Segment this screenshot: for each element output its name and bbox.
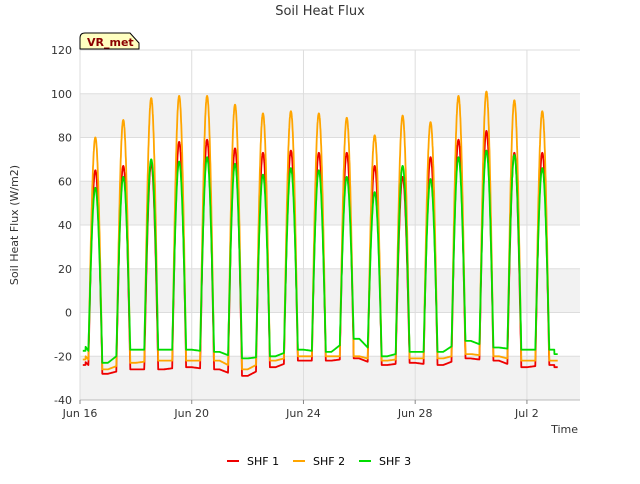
plot-band (80, 356, 580, 400)
peak-point-shf-3 (457, 156, 460, 158)
peak-point-shf-3 (262, 173, 264, 176)
series-line-shf-1 (82, 130, 559, 377)
peak-point-shf-1 (401, 176, 404, 178)
peak-point-shf-2 (234, 103, 236, 106)
plot-band (80, 225, 580, 269)
site-badge-shape (79, 32, 140, 50)
peak-point-shf-1 (206, 138, 208, 141)
y-tick-label: 20 (58, 263, 72, 276)
peak-point-shf-3 (178, 160, 180, 163)
peak-point-shf-1 (318, 152, 320, 154)
peak-point-shf-3 (485, 149, 488, 152)
y-tick-label: 80 (58, 132, 72, 145)
peak-point-shf-1 (345, 152, 348, 154)
peak-point-shf-1 (513, 152, 516, 154)
x-tick-label: Jun 28 (397, 407, 433, 420)
y-tick-label: 60 (58, 175, 72, 188)
peak-point-shf-2 (457, 95, 460, 97)
peak-point-shf-3 (318, 169, 320, 172)
chart-title: Soil Heat Flux (275, 4, 365, 19)
site-badge-label: VR_met (87, 36, 134, 49)
peak-point-shf-3 (234, 162, 236, 165)
peak-point-shf-3 (373, 191, 376, 193)
legend-label: SHF 3 (379, 455, 411, 468)
y-tick-label: -20 (54, 350, 72, 363)
legend: SHF 1 SHF 2 SHF 3 (227, 455, 411, 468)
peak-point-shf-2 (150, 97, 153, 99)
peak-point-shf-1 (541, 152, 544, 154)
peak-point-shf-3 (290, 167, 292, 169)
peak-point-shf-2 (345, 117, 348, 119)
peak-point-shf-1 (429, 156, 432, 158)
peak-point-shf-1 (485, 130, 488, 132)
peak-point-shf-3 (429, 178, 432, 180)
peak-point-shf-2 (541, 110, 544, 113)
x-tick-label: Jun 20 (173, 407, 209, 420)
plot-background (80, 50, 580, 400)
axes: -40 -20 0 20 40 60 80 100 120 Jun 16 Jun 20 Jun 24 J… (51, 44, 580, 420)
peak-point-shf-2 (262, 112, 264, 115)
peak-point-shf-1 (373, 165, 376, 167)
peak-point-shf-2 (122, 119, 125, 121)
plot-band (80, 93, 580, 138)
plot-band (80, 50, 580, 94)
series-line-shf-2 (82, 90, 559, 371)
x-axis-label: Time (550, 423, 578, 436)
peak-point-shf-3 (401, 165, 404, 167)
peak-point-shf-2 (290, 110, 292, 113)
peak-point-shf-3 (150, 158, 153, 161)
peak-point-shf-3 (541, 167, 544, 169)
plot-band (80, 312, 580, 357)
plot-band (80, 268, 580, 313)
peak-point-shf-3 (206, 156, 208, 158)
series-layer (82, 90, 559, 377)
plot-band (80, 181, 580, 225)
peak-point-shf-2 (318, 112, 320, 115)
peak-point-shf-2 (206, 95, 208, 97)
site-badge: VR_met (79, 32, 140, 50)
peak-point-shf-1 (122, 165, 125, 167)
x-tick-label: Jun 24 (285, 407, 321, 420)
peak-point-shf-3 (345, 176, 348, 178)
y-tick-label: 0 (65, 307, 72, 320)
peak-point-shf-3 (513, 154, 516, 156)
peak-point-shf-2 (429, 121, 432, 123)
peak-point-shf-2 (401, 114, 404, 117)
peak-point-shf-2 (94, 136, 97, 139)
peak-point-shf-2 (373, 134, 376, 137)
legend-label: SHF 2 (313, 455, 345, 468)
x-tick-label: Jul 2 (514, 407, 539, 420)
peak-point-shf-1 (94, 169, 97, 172)
y-tick-label: -40 (54, 394, 72, 407)
peak-point-shf-3 (122, 176, 125, 178)
peak-point-shf-1 (290, 149, 292, 152)
legend-label: SHF 1 (247, 455, 279, 468)
peak-point-shf-1 (457, 138, 460, 141)
peak-point-shf-1 (178, 141, 180, 143)
peak-point-shf-1 (234, 147, 236, 150)
series-line-shf-3 (82, 149, 559, 364)
x-tick-label: Jun 16 (62, 407, 98, 420)
peak-point-shf-2 (485, 90, 488, 93)
y-tick-label: 40 (58, 219, 72, 232)
y-axis-label: Soil Heat Flux (W/m2) (8, 165, 21, 285)
y-tick-label: 100 (51, 88, 72, 101)
plot-band (80, 137, 580, 182)
y-tick-label: 120 (51, 44, 72, 57)
peak-point-shf-3 (94, 187, 97, 189)
peak-point-shf-2 (513, 99, 516, 102)
peak-point-shf-1 (262, 152, 264, 154)
peak-point-shf-2 (178, 95, 180, 97)
